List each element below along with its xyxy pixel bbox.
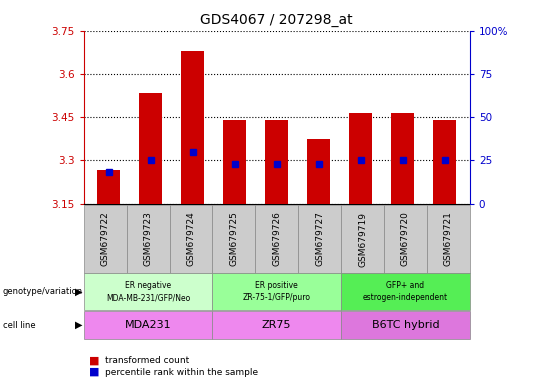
Text: ER negative
MDA-MB-231/GFP/Neo: ER negative MDA-MB-231/GFP/Neo (106, 281, 190, 302)
Bar (349, 113, 372, 204)
Bar (223, 120, 246, 204)
Text: GSM679725: GSM679725 (230, 212, 238, 266)
Text: GSM679720: GSM679720 (401, 212, 410, 266)
Text: B6TC hybrid: B6TC hybrid (372, 320, 439, 330)
Text: GSM679726: GSM679726 (272, 212, 281, 266)
Bar (433, 120, 456, 204)
Title: GDS4067 / 207298_at: GDS4067 / 207298_at (200, 13, 353, 27)
Bar (307, 139, 330, 204)
Text: cell line: cell line (3, 321, 35, 329)
Text: ZR75: ZR75 (262, 320, 292, 330)
Text: GFP+ and
estrogen-independent: GFP+ and estrogen-independent (363, 281, 448, 302)
Text: GSM679722: GSM679722 (100, 212, 110, 266)
Text: GSM679721: GSM679721 (444, 212, 453, 266)
Text: percentile rank within the sample: percentile rank within the sample (105, 367, 259, 377)
Text: genotype/variation: genotype/variation (3, 287, 83, 296)
Text: GSM679727: GSM679727 (315, 212, 324, 266)
Text: ▶: ▶ (75, 286, 82, 297)
Text: ■: ■ (89, 367, 99, 377)
Bar (139, 93, 163, 204)
Text: GSM679719: GSM679719 (358, 212, 367, 266)
Text: transformed count: transformed count (105, 356, 190, 365)
Text: ER positive
ZR-75-1/GFP/puro: ER positive ZR-75-1/GFP/puro (243, 281, 310, 302)
Bar (181, 51, 204, 204)
Text: GSM679724: GSM679724 (186, 212, 195, 266)
Text: ▶: ▶ (75, 320, 82, 330)
Bar (391, 113, 414, 204)
Bar (97, 170, 120, 204)
Text: ■: ■ (89, 356, 99, 366)
Bar (265, 120, 288, 204)
Text: MDA231: MDA231 (125, 320, 171, 330)
Text: GSM679723: GSM679723 (144, 212, 153, 266)
